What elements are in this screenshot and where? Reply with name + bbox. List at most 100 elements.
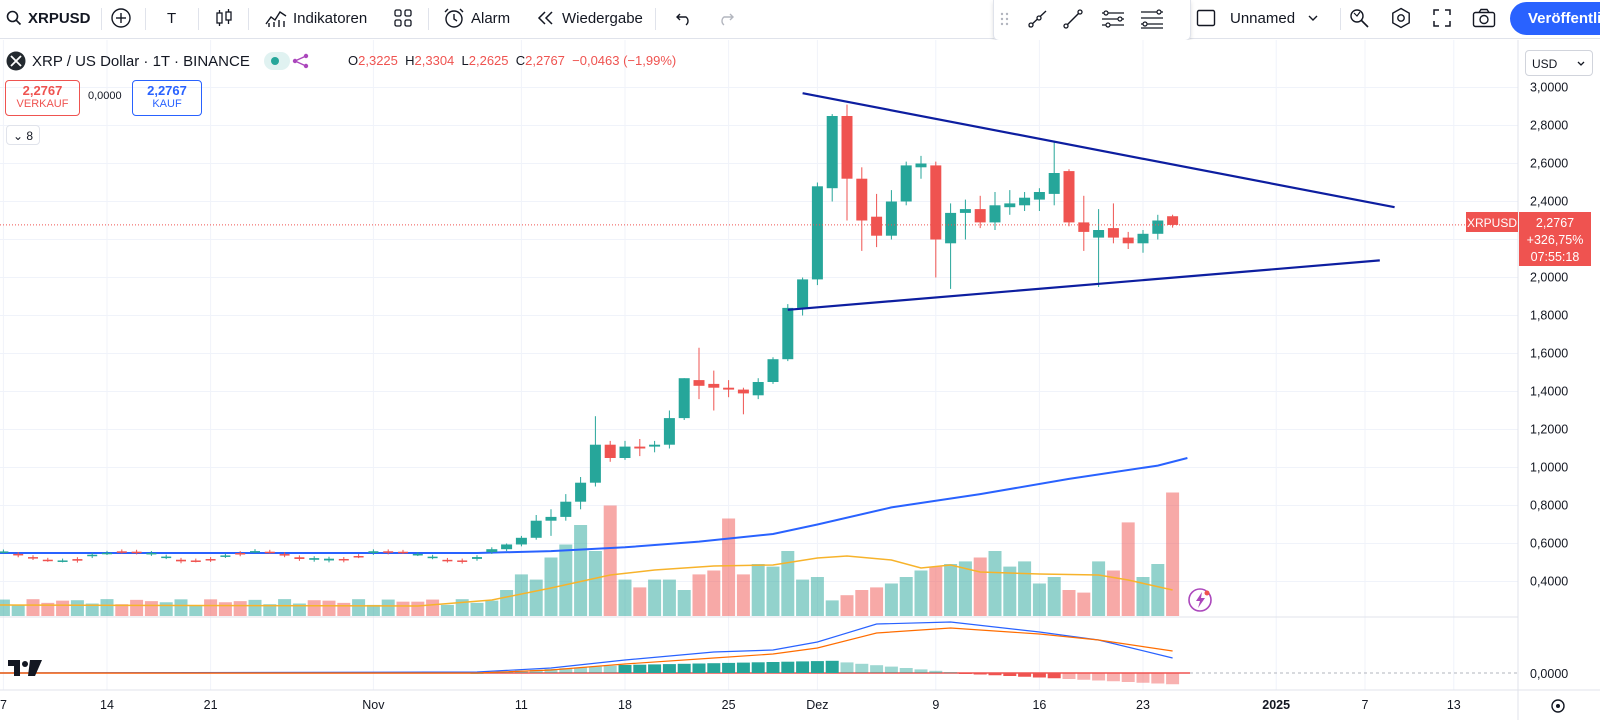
price-axis-labels[interactable]: 3,00002,80002,60002,40002,20002,00001,80… xyxy=(1530,81,1568,682)
price-chart[interactable]: 3,00002,80002,60002,40002,20002,00001,80… xyxy=(0,40,1600,720)
price-tick-label: 1,4000 xyxy=(1530,385,1568,399)
candle-body xyxy=(220,555,231,557)
high-value: 2,3304 xyxy=(414,53,455,68)
time-axis-labels[interactable]: 7 14 21 Nov 11 18 25 Dez 9 16 23 2025 7 13 xyxy=(0,698,1461,712)
oscillator-zero-label: 0,0000 xyxy=(1530,667,1568,681)
separator xyxy=(101,8,102,30)
fib-tool-button[interactable] xyxy=(1139,0,1165,38)
oscillator-bar xyxy=(781,661,795,673)
candle-body xyxy=(515,537,527,545)
price-tick-label: 2,8000 xyxy=(1530,119,1568,133)
indicator-count: 8 xyxy=(26,129,34,143)
snapshot-button[interactable] xyxy=(1472,0,1496,36)
candle-body xyxy=(930,165,942,240)
candle-body xyxy=(1004,203,1016,208)
volume-bar xyxy=(396,601,410,616)
share-nodes-icon[interactable] xyxy=(292,53,310,69)
candle-body xyxy=(885,201,897,236)
volume-bar xyxy=(1106,570,1120,616)
flash-alert-icon[interactable] xyxy=(1188,588,1212,612)
volume-bar xyxy=(618,579,632,616)
xrp-logo-icon xyxy=(6,51,26,71)
separator xyxy=(1340,8,1341,30)
time-tick-label: 16 xyxy=(1032,698,1046,712)
oscillator-bar xyxy=(559,668,573,673)
top-toolbar: XRPUSD T Indikatoren Alarm Wiedergabe xyxy=(0,0,1600,41)
layout-menu[interactable]: Unnamed xyxy=(1230,0,1319,36)
candle-body xyxy=(560,501,572,517)
trendline-tool-button[interactable] xyxy=(1062,0,1084,38)
fullscreen-button[interactable] xyxy=(1432,0,1452,36)
undo-button[interactable] xyxy=(675,0,693,36)
candle-body xyxy=(1167,216,1179,225)
volume-bar xyxy=(1032,583,1046,616)
open-value: 2,3225 xyxy=(358,53,398,68)
trendlines[interactable] xyxy=(787,92,1395,311)
chart-type-button[interactable] xyxy=(214,0,234,36)
volume-bar xyxy=(115,604,129,616)
oscillator-bar xyxy=(736,662,750,673)
candle-body xyxy=(205,559,216,561)
candle-body xyxy=(383,551,394,553)
parallel-channel-icon xyxy=(1102,10,1124,28)
indicators-collapse-button[interactable]: ⌄ 8 xyxy=(6,125,40,145)
parallel-channel-tool-button[interactable] xyxy=(1100,0,1126,38)
high-label: H xyxy=(405,53,415,68)
ray-tool-button[interactable] xyxy=(1026,0,1048,38)
oscillator-bar xyxy=(929,670,943,673)
candle-body xyxy=(575,482,587,502)
last-price-change: +326,75% xyxy=(1527,233,1584,247)
price-tick-label: 0,6000 xyxy=(1530,537,1568,551)
volume-bar xyxy=(144,601,158,616)
volume-bar xyxy=(574,525,588,616)
currency-select[interactable]: USD xyxy=(1525,50,1593,76)
layout-name: Unnamed xyxy=(1230,9,1296,27)
templates-button[interactable] xyxy=(393,0,413,36)
indicators-button[interactable]: Indikatoren xyxy=(265,0,367,36)
volume-bar xyxy=(899,577,913,616)
sell-button[interactable]: 2,2767 VERKAUF xyxy=(5,80,80,116)
price-tick-label: 0,4000 xyxy=(1530,575,1568,589)
macd-line xyxy=(0,621,1173,674)
candle-body xyxy=(1063,171,1075,223)
price-tick-label: 1,0000 xyxy=(1530,461,1568,475)
symbol-search[interactable]: XRPUSD xyxy=(6,0,91,36)
separator xyxy=(145,8,146,30)
buy-button[interactable]: 2,2767 KAUF xyxy=(132,80,202,116)
quick-search-button[interactable] xyxy=(1348,0,1370,36)
candle-body xyxy=(131,551,142,554)
candle-body xyxy=(619,446,631,458)
candle-body xyxy=(398,551,408,554)
candle-body xyxy=(945,212,957,244)
volume-bar xyxy=(1092,561,1106,616)
oscillator-bar xyxy=(633,664,647,673)
interval-button[interactable]: T xyxy=(167,0,176,36)
volume-bar xyxy=(85,603,99,616)
oscillator-bar xyxy=(1136,673,1150,683)
settings-button[interactable] xyxy=(1390,0,1412,36)
axis-settings-icon[interactable] xyxy=(1551,699,1565,713)
volume-bar xyxy=(840,595,854,616)
candle-body xyxy=(737,389,749,394)
candle-body xyxy=(678,378,690,419)
oscillator-bar xyxy=(707,663,721,673)
volume-bar xyxy=(855,590,869,616)
publish-label: Veröffentli xyxy=(1528,10,1600,27)
drag-handle[interactable] xyxy=(1000,0,1010,38)
last-price-value: 2,2767 xyxy=(1536,216,1574,230)
candle-body xyxy=(161,556,172,559)
alert-button[interactable]: Alarm xyxy=(443,0,510,36)
publish-button[interactable]: Veröffentli xyxy=(1510,2,1600,35)
compare-button[interactable] xyxy=(110,0,132,36)
drawing-favorites-bar xyxy=(993,0,1191,41)
rectangle-tool-button[interactable] xyxy=(1196,0,1216,36)
redo-button[interactable] xyxy=(717,0,735,36)
replay-button[interactable]: Wiedergabe xyxy=(536,0,643,36)
oscillator-bar xyxy=(544,669,558,673)
upper-trendline xyxy=(802,92,1395,209)
candle-body xyxy=(1093,230,1105,238)
candle-body xyxy=(1033,192,1045,200)
volume-bar xyxy=(366,604,380,616)
candle-body xyxy=(264,551,275,554)
candle-body xyxy=(412,553,423,556)
